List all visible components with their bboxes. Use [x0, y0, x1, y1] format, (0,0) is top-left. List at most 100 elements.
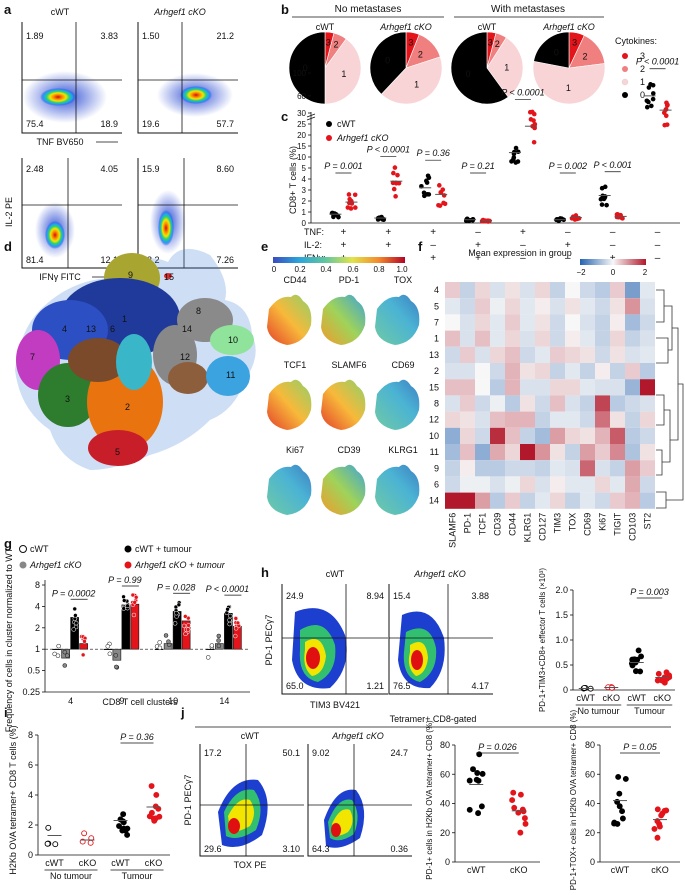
pie-1-label-3: 3 — [408, 38, 413, 48]
h-chart-point-2-1 — [638, 653, 645, 660]
f-cell-9-TOX — [565, 460, 580, 477]
f-cell-7-PD-1 — [460, 314, 475, 331]
f-cell-15-TOX — [565, 379, 580, 396]
f-row-1: 1 — [434, 334, 439, 344]
c-pvalue-0: P = 0.001 — [324, 161, 362, 171]
f-cell-6-CD44 — [505, 476, 520, 493]
e-label-CD39: CD39 — [337, 445, 360, 455]
f-cell-4-KLRG1 — [520, 282, 535, 299]
f-cell-7-TCF1 — [475, 314, 490, 331]
f-cell-1-CD44 — [505, 330, 520, 347]
f-cell-9-KLRG1 — [520, 460, 535, 477]
h-q-l-3: 65.0 — [286, 681, 304, 691]
j2-chart-cat-0: cWT — [611, 865, 630, 875]
f-cell-5-ST2 — [640, 298, 655, 315]
d-cluster-labels: 1 2 3 4 5 6 7 8 9 10 11 12 13 14 15 — [30, 270, 238, 457]
i-chart-cat-1: cKO — [79, 858, 97, 868]
d-label-4: 4 — [62, 324, 67, 334]
flow-plot-a-bl: 2.48 4.05 81.4 12.1 — [21, 158, 122, 269]
panel-label-b: b — [281, 2, 289, 17]
f-cell-14-PD-1 — [460, 492, 475, 509]
c-point-2-cwt-6 — [422, 193, 427, 199]
f-cell-2-TIM3 — [550, 363, 565, 380]
j2-chart-point-1-8 — [654, 806, 661, 813]
legend-label-2: 2 — [640, 64, 645, 74]
i-chart-point-2-1 — [120, 811, 127, 818]
a-y-label: IL-2 PE — [4, 197, 14, 227]
f-cell-11-TIM3 — [550, 444, 565, 461]
h-chart-ytick-label-2: 1.0 — [555, 635, 568, 645]
h-q-r-4: 4.17 — [471, 681, 489, 691]
legend-swatch-1 — [621, 78, 629, 86]
j2-chart-point-0-2 — [619, 815, 626, 822]
h-col-cko: Arhgef1 cKO — [413, 569, 466, 579]
c-point-0-cko-7 — [353, 205, 358, 210]
g-cat-14: 14 — [219, 696, 229, 706]
g-point-9-1-0 — [113, 653, 119, 658]
g-point-10-2-6 — [176, 602, 182, 608]
j2-chart-point-1-6 — [654, 834, 661, 841]
cluster-5 — [88, 430, 148, 466]
f-cell-8-CD39 — [490, 395, 505, 412]
g-legend-cwt-t: cWT + tumour — [135, 544, 192, 554]
j-q-r-1: 9.02 — [312, 748, 330, 758]
f-cell-13-CD127 — [535, 346, 550, 363]
d-label-15: 15 — [164, 272, 174, 282]
a-q-bl-1: 2.48 — [26, 164, 44, 174]
g-point-4-2-0 — [72, 606, 77, 612]
c-pvalue-1: P < 0.0001 — [367, 144, 410, 154]
f-col-CD127: CD127 — [538, 513, 548, 541]
j2-chart-point-1-7 — [651, 825, 658, 832]
f-cell-9-TIGIT — [610, 460, 625, 477]
f-cell-2-CD103 — [625, 363, 640, 380]
g-ytick-label-4: 4 — [35, 601, 40, 611]
f-cell-9-TIM3 — [550, 460, 565, 477]
f-cell-11-CD103 — [625, 444, 640, 461]
f-cell-11-TOX — [565, 444, 580, 461]
c-il2-5: + — [565, 240, 571, 251]
j1-chart-cat-1: cKO — [510, 865, 528, 875]
f-cell-5-CD39 — [490, 298, 505, 315]
i-chart-point-3-7 — [152, 803, 159, 810]
g-point-10-3-7 — [185, 627, 191, 632]
panel-d: 1 2 3 4 5 6 7 8 9 10 11 12 13 14 15 — [15, 248, 256, 470]
f-cell-1-Ki67 — [595, 330, 610, 347]
panel-h: cWT Arhgef1 cKO 24.9 8.94 65.0 1.21 15.4… — [264, 568, 675, 716]
f-cell-14-TOX — [565, 492, 580, 509]
j1-chart-pvalue: P = 0.026 — [478, 742, 516, 752]
c-point-2-cko-8 — [440, 187, 446, 192]
c-ifng-4: – — [520, 253, 526, 264]
f-cell-15-TCF1 — [475, 379, 490, 396]
g-point-14-1-2 — [216, 638, 221, 643]
cluster-10 — [210, 325, 254, 355]
f-cell-8-CD69 — [580, 395, 595, 412]
f-cell-8-CD127 — [535, 395, 550, 412]
f-cell-14-Ki67 — [595, 492, 610, 509]
f-cell-9-PD-1 — [460, 460, 475, 477]
c-legend: cWT Arhgef1 cKO — [326, 119, 389, 143]
f-cell-10-SLAMF6 — [445, 427, 460, 444]
d-label-12: 12 — [180, 352, 190, 362]
f-cell-5-SLAMF6 — [445, 298, 460, 315]
legend-swatch-3 — [622, 53, 628, 59]
c-tnf-2: + — [430, 227, 436, 238]
c-legend-cko: Arhgef1 cKO — [336, 133, 389, 143]
g-ytick-label-8: 8 — [35, 580, 40, 590]
e-scale-4: 0.8 — [373, 265, 385, 274]
c-ytick-label-2: 2 — [302, 197, 307, 206]
i-chart-point-1-0 — [81, 830, 88, 837]
c-tnf-1: + — [385, 227, 391, 238]
f-cell-14-ST2 — [640, 492, 655, 509]
c-point-6-cwt-3 — [599, 202, 605, 207]
g-bar-9-2 — [121, 604, 131, 650]
f-cell-9-TCF1 — [475, 460, 490, 477]
g-point-9-2-7 — [125, 603, 130, 609]
f-row-2: 2 — [434, 366, 439, 376]
j2-chart-pvalue: P = 0.05 — [623, 742, 657, 752]
i-chart-cat-3: cKO — [145, 858, 163, 868]
i-chart-group-0: No tumour — [50, 871, 92, 881]
c-point-2-cwt-8 — [426, 192, 432, 197]
f-cell-10-CD39 — [490, 427, 505, 444]
f-cell-7-TIGIT — [610, 314, 625, 331]
